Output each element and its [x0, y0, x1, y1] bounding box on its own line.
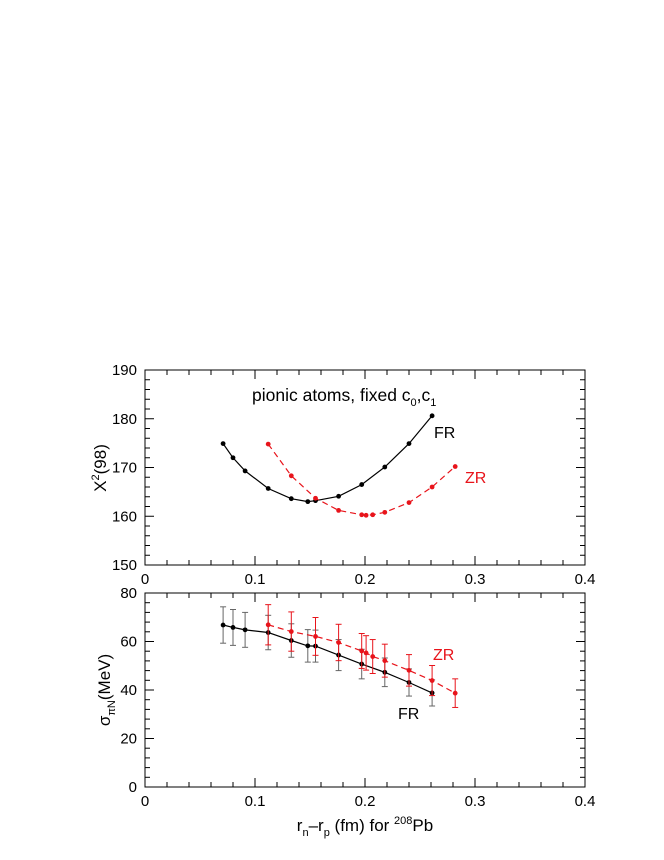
sigma-y-tick-label: 40 [120, 682, 137, 699]
sigma-y-axis-label: σπN(MeV) [95, 654, 118, 726]
chi2-point-zr [265, 441, 271, 447]
chi2-point-zr [406, 500, 412, 505]
chi2-data-marks [220, 413, 458, 518]
sigma-y-axis-label-sub: πN [106, 700, 118, 716]
chi2-ticks: 0 0.1 0.2 0.3 0.4 150 160 170 180 190 [112, 362, 595, 588]
chi2-label-zr: ZR [465, 470, 486, 487]
chi2-y-tick-label: 180 [112, 411, 137, 428]
chi2-y-tick-label: 170 [112, 460, 137, 477]
chi2-panel: 0 0.1 0.2 0.3 0.4 150 160 170 180 190 pionic atom… [90, 362, 595, 588]
chi2-point-fr [382, 464, 388, 470]
chi2-x-tick-label: 0.1 [245, 571, 266, 588]
chi2-point-fr [265, 486, 271, 491]
sigma-point-zr [288, 629, 294, 634]
chi2-x-tick-label: 0.3 [465, 571, 486, 588]
chi2-annotation-main: pionic atoms, fixed c [252, 385, 411, 405]
chi2-point-zr [336, 508, 341, 513]
chi2-point-fr [359, 482, 365, 487]
chi2-point-zr [313, 495, 318, 501]
sigma-point-fr [230, 625, 236, 630]
sigma-point-zr [363, 650, 369, 656]
sigma-y-tick-label: 60 [120, 634, 137, 651]
x-axis-label-sub1: n [302, 827, 308, 839]
chi2-annotation-sub0: 0 [411, 397, 417, 409]
sigma-y-tick-label: 0 [129, 779, 137, 796]
chi2-point-fr [288, 496, 294, 502]
x-axis-label-main: r [297, 816, 303, 835]
chi2-y-axis-label: X2(98) [90, 444, 110, 492]
sigma-x-tick-label: 0.4 [575, 793, 596, 810]
chi2-point-zr [370, 512, 376, 518]
sigma-point-zr [313, 634, 318, 639]
chi2-y-axis-label-tail: (98) [91, 444, 110, 474]
sigma-label-zr: ZR [433, 647, 454, 664]
x-axis-label-sup: 208 [394, 815, 412, 827]
sigma-data-marks [220, 604, 459, 708]
sigma-y-axis-label-main: σ [95, 715, 114, 726]
sigma-x-tick-label: 0.3 [465, 793, 486, 810]
x-axis-label-sub2: p [324, 827, 330, 839]
x-axis-label-mid: –r [309, 816, 324, 835]
sigma-label-fr: FR [398, 706, 419, 723]
chi2-point-fr [305, 499, 311, 505]
sigma-x-tick-label: 0.1 [245, 793, 266, 810]
chi2-point-zr [363, 512, 369, 518]
sigma-point-fr [220, 622, 226, 628]
chi2-annotation-sub1: 1 [430, 397, 436, 409]
sigma-series-line-fr [222, 624, 433, 694]
sigma-x-tick-label: 0.2 [355, 793, 376, 810]
chi2-x-tick-label: 0 [141, 571, 149, 588]
sigma-panel: 0 0.1 0.2 0.3 0.4 0 20 40 60 80 ZR FR σπN(MeV) rn… [95, 585, 595, 839]
chi2-point-fr [336, 493, 341, 499]
chi2-point-zr [429, 484, 435, 490]
chi2-point-zr [288, 473, 294, 479]
chi2-y-axis-label-main: X [91, 481, 110, 492]
chi2-point-zr [359, 512, 365, 518]
sigma-y-tick-label: 80 [120, 585, 137, 602]
sigma-point-zr [452, 690, 458, 696]
chi2-point-zr [382, 509, 388, 515]
chi2-point-fr [429, 413, 435, 419]
chi2-y-tick-label: 190 [112, 362, 137, 379]
chi2-point-fr [220, 441, 226, 447]
sigma-y-tick-label: 20 [120, 731, 137, 748]
chi2-y-axis-label-sup: 2 [90, 474, 102, 480]
sigma-point-zr [382, 658, 388, 664]
sigma-point-zr [370, 654, 376, 659]
sigma-point-fr [305, 643, 311, 649]
sigma-plot-frame [144, 592, 586, 788]
sigma-point-zr [336, 640, 341, 645]
x-axis-label: rn–rp (fm) for 208Pb [297, 815, 433, 839]
chi2-x-tick-label: 0.2 [355, 571, 376, 588]
chi2-y-tick-label: 160 [112, 508, 137, 525]
chi2-point-fr [242, 468, 248, 474]
chi2-point-zr [452, 464, 458, 469]
sigma-point-zr [359, 648, 365, 654]
x-axis-label-tail2: Pb [412, 816, 433, 835]
chi2-x-tick-label: 0.4 [575, 571, 596, 588]
sigma-y-axis-label-tail: (MeV) [95, 654, 114, 700]
sigma-point-fr [242, 627, 248, 633]
sigma-x-tick-label: 0 [141, 793, 149, 810]
chi2-series-line-zr [267, 443, 456, 516]
sigma-ticks: 0 0.1 0.2 0.3 0.4 0 20 40 60 80 [120, 585, 595, 810]
chi2-y-tick-label: 150 [112, 557, 137, 574]
chi2-annotation: pionic atoms, fixed c0,c1 [252, 385, 436, 409]
chi2-series-line-fr [222, 415, 433, 503]
chi2-annotation-mid: ,c [417, 385, 431, 405]
sigma-point-zr [265, 622, 271, 628]
sigma-point-zr [429, 678, 435, 683]
chi2-point-fr [230, 455, 236, 461]
x-axis-label-tail1: (fm) for [330, 816, 394, 835]
chi2-point-fr [406, 441, 412, 447]
sigma-point-zr [406, 667, 412, 673]
chi2-label-fr: FR [434, 425, 455, 442]
